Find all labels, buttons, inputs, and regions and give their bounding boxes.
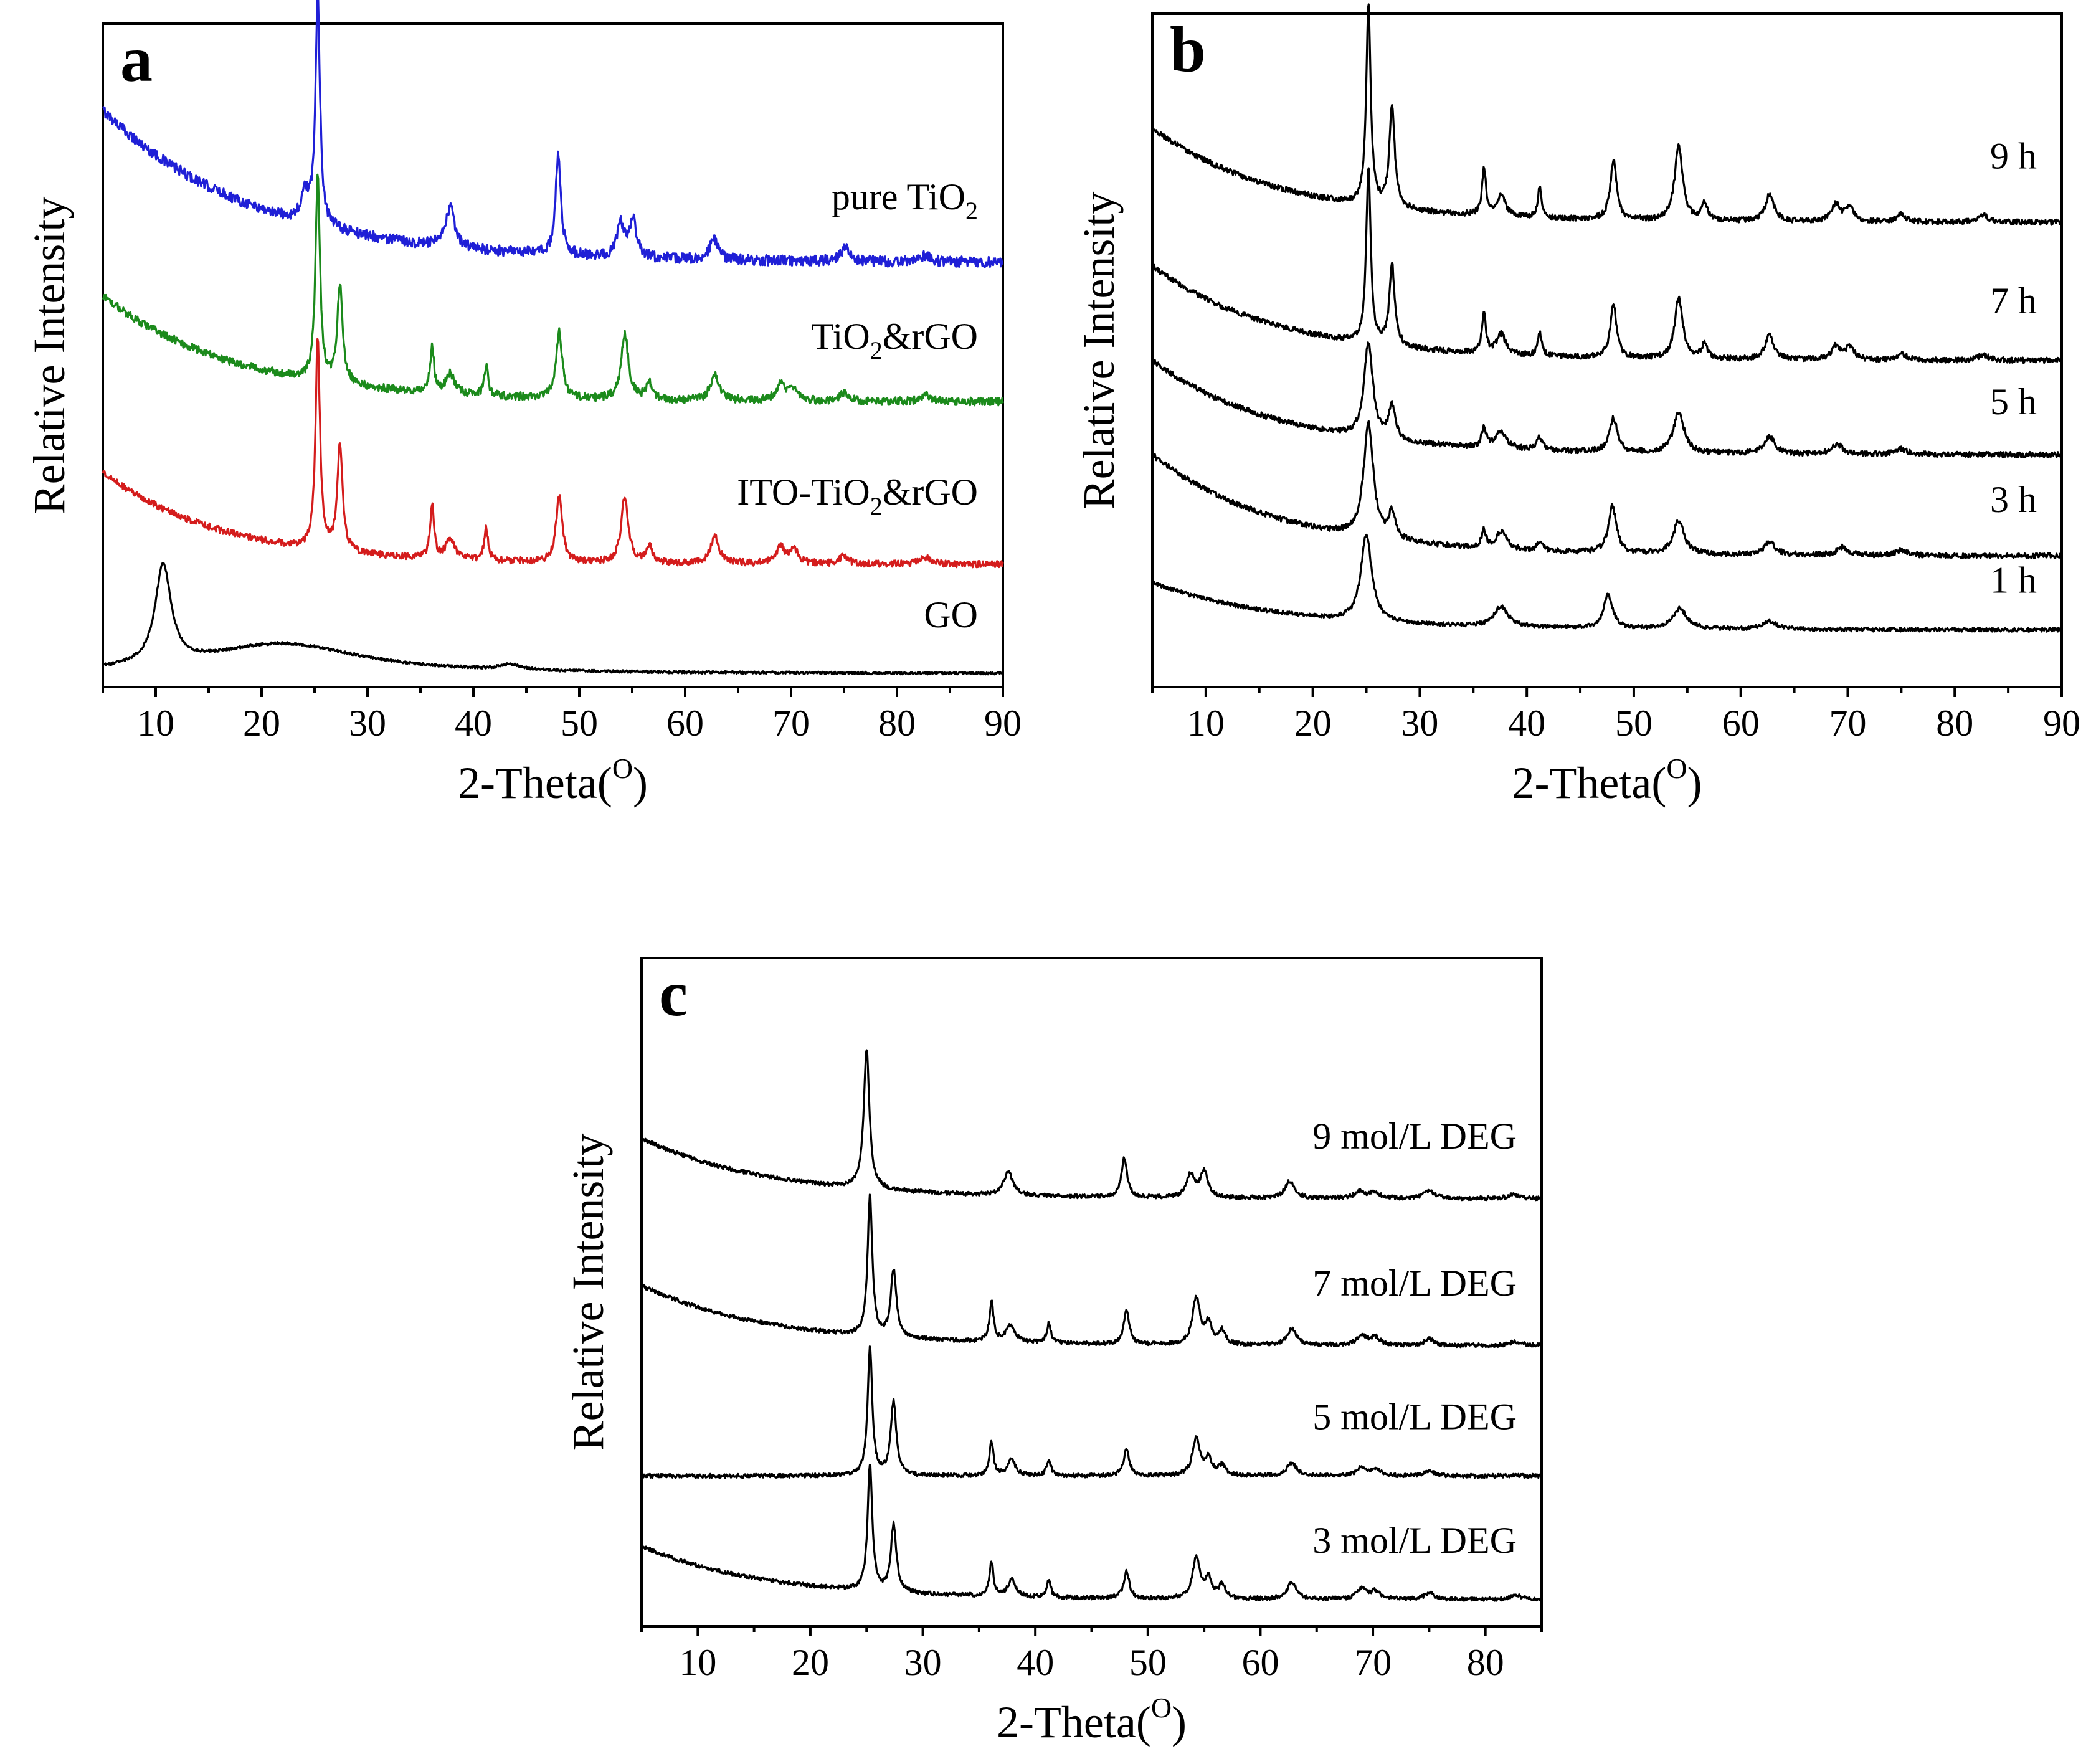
x-axis-title-main: 2-Theta(: [458, 758, 612, 808]
series-label-subscript: 2: [870, 492, 883, 520]
series-label-suffix: &rGO: [883, 316, 978, 357]
series-line-tio2rgo: [102, 173, 1004, 407]
series-line-9mol: [641, 1049, 1543, 1202]
series-label-text: 7 h: [1990, 280, 2037, 321]
x-tick-label: 60: [666, 703, 704, 744]
y-axis-title: Relative Intensity: [1074, 192, 1124, 510]
panel-label: b: [1170, 14, 1206, 85]
series-line-5h: [1151, 341, 2063, 458]
series-label-text: 9 h: [1990, 136, 2037, 177]
series-label-text: 9 mol/L DEG: [1312, 1116, 1517, 1157]
x-tick-label: 80: [1467, 1642, 1504, 1683]
x-tick-label: 80: [878, 703, 916, 744]
series-line-3mol: [641, 1464, 1543, 1602]
x-axis-title: 2-Theta(O): [458, 752, 648, 808]
x-tick-label: 10: [679, 1642, 716, 1683]
x-tick-label: 90: [984, 703, 1022, 744]
series-line-3h: [1151, 420, 2063, 559]
series-label-text: 3 h: [1990, 479, 2037, 520]
x-tick-label: 60: [1241, 1642, 1279, 1683]
series-label-text: 1 h: [1990, 560, 2037, 601]
series-label-subscript: 2: [965, 197, 978, 225]
x-axis-title-main: 2-Theta(: [1512, 758, 1666, 808]
series-label-text: 5 mol/L DEG: [1312, 1396, 1517, 1437]
y-axis-title: Relative Intensity: [563, 1134, 613, 1451]
x-tick-label: 30: [1401, 703, 1438, 744]
series-label-text: 7 mol/L DEG: [1312, 1263, 1517, 1304]
series-label-text: TiO: [811, 316, 870, 357]
series-label-text: 3 mol/L DEG: [1312, 1520, 1517, 1561]
chart-panel-b: 10 20 30 40 50 60 70 80 90 2-Theta(O) Relative Int…: [1074, 3, 2080, 808]
series-line-1h: [1151, 533, 2063, 633]
series-line-9h: [1151, 3, 2063, 226]
series-label-3h: 3 h: [1990, 479, 2037, 520]
series-label-9h: 9 h: [1990, 136, 2037, 177]
x-tick-label: 40: [1508, 703, 1545, 744]
series-label-5mol: 5 mol/L DEG: [1312, 1396, 1517, 1437]
series-label-3mol: 3 mol/L DEG: [1312, 1520, 1517, 1561]
x-tick-label: 70: [1354, 1642, 1392, 1683]
x-tick-label: 50: [1129, 1642, 1167, 1683]
plot-frame: [102, 22, 1004, 688]
chart-panel-a: 10 20 30 40 50 60 70 80 90 2-Theta(O) Relative Int…: [24, 0, 1022, 808]
series-label-text: 5 h: [1990, 381, 2037, 422]
chart-panel-c: 10 20 30 40 50 60 70 80 2-Theta(O) Relative Inten…: [563, 957, 1543, 1747]
series-line-5mol: [640, 1345, 1542, 1479]
series-label-9mol: 9 mol/L DEG: [1312, 1116, 1517, 1157]
series-label-go: GO: [924, 594, 978, 635]
series-label-tio2rgo: TiO2&rGO: [811, 316, 978, 364]
x-tick-label: 30: [349, 703, 386, 744]
x-tick-label: 40: [1017, 1642, 1054, 1683]
x-tick-label: 20: [1294, 703, 1332, 744]
series-label-suffix: &rGO: [883, 472, 978, 513]
series-line-ito: [102, 338, 1004, 569]
plot-frame: [1151, 12, 2063, 688]
x-axis-title-end: ): [633, 758, 648, 808]
x-tick-label: 30: [904, 1642, 942, 1683]
series-line-pure: [102, 0, 1004, 268]
x-tick-label: 20: [243, 703, 280, 744]
x-tick-label: 50: [1615, 703, 1653, 744]
panel-label: c: [659, 958, 688, 1030]
x-tick-label: 60: [1722, 703, 1760, 744]
x-axis-title-end: ): [1172, 1697, 1187, 1747]
x-tick-label: 40: [455, 703, 492, 744]
x-tick-label: 70: [1829, 703, 1866, 744]
x-axis-title-superscript: O: [1151, 1692, 1172, 1724]
x-tick-label: 50: [561, 703, 598, 744]
series-label-text: pure TiO: [832, 176, 965, 217]
x-axis-title-superscript: O: [1666, 752, 1687, 784]
x-axis-title: 2-Theta(O): [1512, 752, 1702, 808]
x-axis-title: 2-Theta(O): [997, 1692, 1187, 1747]
series-label-ito: ITO-TiO2&rGO: [737, 472, 978, 520]
series-line-7h: [1151, 167, 2063, 364]
y-axis-title: Relative Intensity: [24, 197, 74, 514]
series-label-subscript: 2: [870, 336, 883, 364]
x-tick-label: 80: [1936, 703, 1973, 744]
x-axis-title-end: ): [1687, 758, 1702, 808]
series-label-7h: 7 h: [1990, 280, 2037, 321]
series-line-go: [102, 562, 1003, 676]
x-tick-label: 20: [792, 1642, 829, 1683]
series-label-5h: 5 h: [1990, 381, 2037, 422]
series-label-text: ITO-TiO: [737, 472, 870, 513]
panel-label: a: [120, 24, 153, 95]
x-tick-label: 90: [2043, 703, 2080, 744]
series-label-1h: 1 h: [1990, 560, 2037, 601]
series-label-7mol: 7 mol/L DEG: [1312, 1263, 1517, 1304]
x-tick-label: 10: [137, 703, 174, 744]
series-label-text: GO: [924, 594, 978, 635]
x-axis-title-superscript: O: [612, 752, 633, 784]
x-tick-label: 70: [772, 703, 810, 744]
series-line-7mol: [641, 1193, 1543, 1349]
series-label-pure: pure TiO2: [832, 176, 978, 225]
x-tick-label: 10: [1187, 703, 1225, 744]
x-axis-title-main: 2-Theta(: [997, 1697, 1151, 1747]
